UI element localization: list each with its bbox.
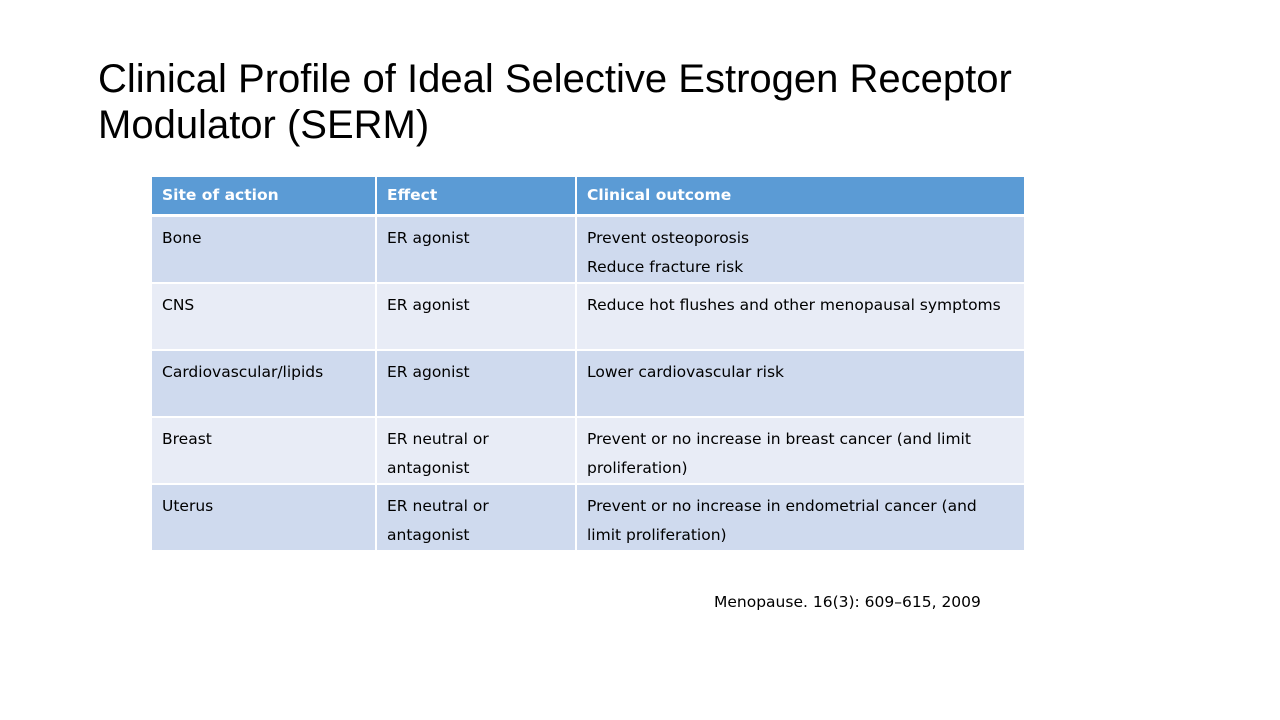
table-row-breast: Breast ER neutral or antagonist Prevent … — [152, 416, 1024, 485]
table-header-row: Site of action Effect Clinical outcome — [152, 177, 1024, 217]
outcome-line: Reduce fracture risk — [587, 257, 744, 276]
outcome-line: Prevent osteoporosis — [587, 228, 750, 247]
cell-effect: ER neutral or antagonist — [376, 483, 577, 552]
header-clinical-outcome: Clinical outcome — [576, 177, 1024, 217]
table-row-uterus: Uterus ER neutral or antagonist Prevent … — [152, 483, 1024, 552]
table-row-bone: Bone ER agonist Prevent osteoporosis Red… — [152, 215, 1024, 284]
table-row-cardiovascular: Cardiovascular/lipids ER agonist Lower c… — [152, 349, 1024, 418]
header-site-of-action: Site of action — [152, 177, 377, 217]
cell-effect: ER agonist — [376, 215, 577, 284]
cell-outcome: Lower cardiovascular risk — [576, 349, 1024, 418]
cell-outcome: Prevent or no increase in endometrial ca… — [576, 483, 1024, 552]
slide-title: Clinical Profile of Ideal Selective Estr… — [98, 57, 1012, 147]
cell-site: Bone — [152, 215, 377, 284]
citation: Menopause. 16(3): 609–615, 2009 — [714, 593, 981, 611]
cell-effect: ER agonist — [376, 349, 577, 418]
cell-site: Uterus — [152, 483, 377, 552]
table-row-cns: CNS ER agonist Reduce hot flushes and ot… — [152, 282, 1024, 351]
header-effect: Effect — [376, 177, 577, 217]
cell-outcome: Prevent or no increase in breast cancer … — [576, 416, 1024, 485]
serm-profile-table: Site of action Effect Clinical outcome B… — [152, 177, 1024, 552]
cell-effect: ER neutral or antagonist — [376, 416, 577, 485]
cell-outcome: Reduce hot flushes and other menopausal … — [576, 282, 1024, 351]
cell-effect: ER agonist — [376, 282, 577, 351]
cell-site: CNS — [152, 282, 377, 351]
cell-site: Breast — [152, 416, 377, 485]
cell-outcome: Prevent osteoporosis Reduce fracture ris… — [576, 215, 1024, 284]
cell-site: Cardiovascular/lipids — [152, 349, 377, 418]
